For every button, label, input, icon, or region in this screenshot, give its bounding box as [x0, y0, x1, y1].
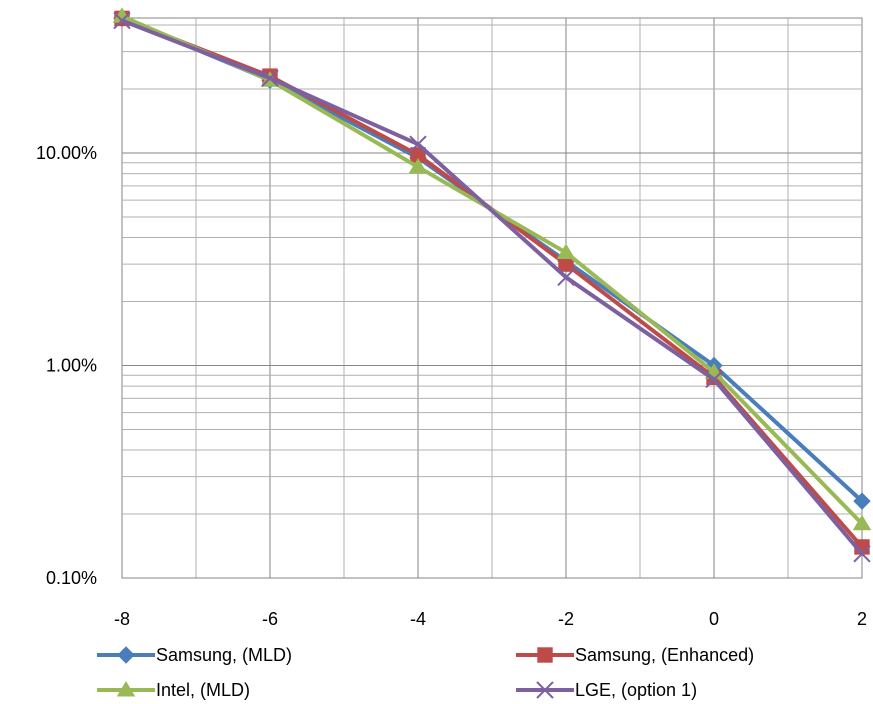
legend-label: Intel, (MLD) [156, 680, 250, 700]
series-x [113, 11, 871, 563]
legend-item: Samsung, (MLD) [97, 645, 292, 665]
x-tick-label: -6 [262, 609, 278, 629]
legend-item: LGE, (option 1) [516, 680, 697, 700]
legend-label: LGE, (option 1) [575, 680, 697, 700]
series-line [121, 18, 864, 556]
legend-label: Samsung, (Enhanced) [575, 645, 754, 665]
data-point [113, 11, 131, 30]
data-point [705, 370, 723, 389]
y-tick-label: 1.00% [46, 356, 97, 376]
data-point [853, 492, 871, 510]
x-tick-label: 2 [857, 609, 867, 629]
x-tick-label: -4 [410, 609, 426, 629]
x-tick-label: -2 [558, 609, 574, 629]
legend: Samsung, (MLD) Samsung, (Enhanced) Intel, … [97, 645, 754, 700]
legend-marker [117, 646, 135, 664]
grid [121, 17, 863, 579]
y-tick-label: 0.10% [46, 568, 97, 588]
data-point [852, 514, 872, 531]
series-group [112, 7, 872, 563]
y-tick-label: 10.00% [36, 143, 97, 163]
axes: -8 -6 -4 -2 0 2 10.00% 1.00% 0.10% [36, 143, 867, 629]
data-point [853, 545, 871, 563]
data-point [261, 69, 279, 87]
legend-marker [537, 647, 553, 663]
legend-marker [116, 681, 136, 697]
data-point [557, 268, 575, 287]
legend-marker [536, 681, 554, 699]
data-point [409, 135, 427, 153]
data-point [556, 243, 576, 260]
data-point [408, 157, 428, 174]
legend-item: Samsung, (Enhanced) [516, 645, 754, 665]
x-tick-label: -8 [114, 609, 130, 629]
legend-item: Intel, (MLD) [97, 680, 250, 700]
legend-label: Samsung, (MLD) [156, 645, 292, 665]
x-tick-label: 0 [709, 609, 719, 629]
